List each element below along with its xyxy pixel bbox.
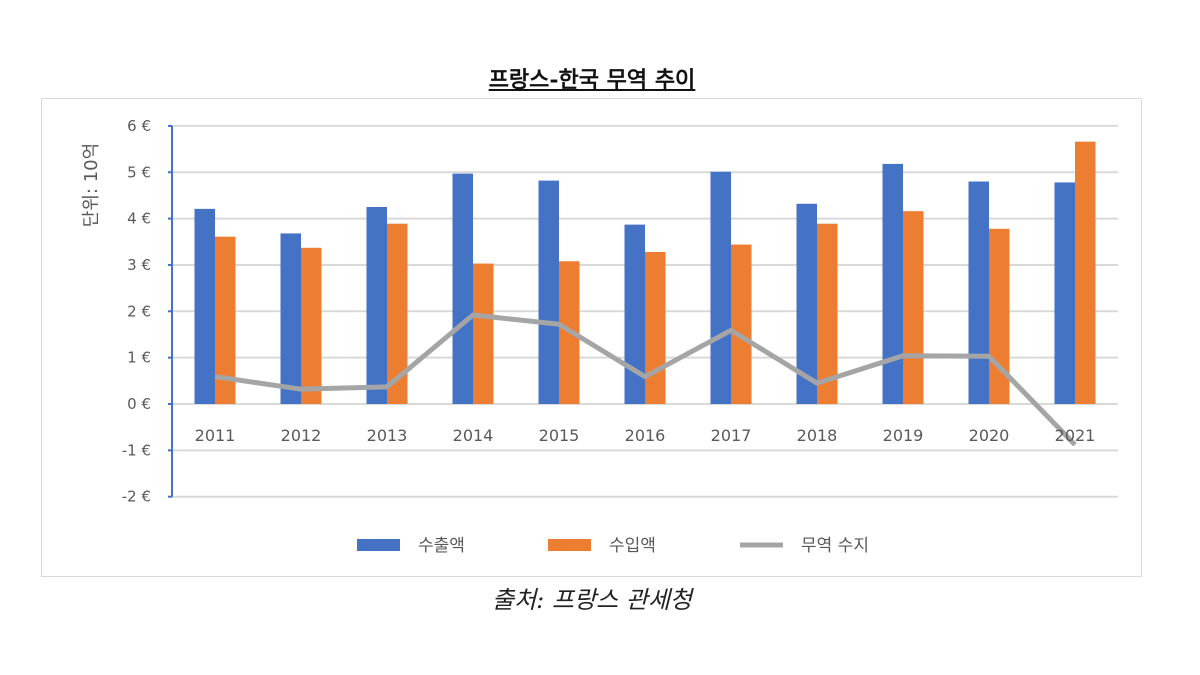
legend-label: 수출액 xyxy=(418,536,465,556)
y-tick-label: 5 € xyxy=(127,163,151,181)
x-tick-label: 2016 xyxy=(625,426,666,445)
bar-export xyxy=(366,207,387,404)
x-tick-label: 2018 xyxy=(797,426,838,445)
bar-import xyxy=(387,223,408,404)
bar-import xyxy=(473,263,494,404)
bar-import xyxy=(817,223,838,404)
source-caption: 출처: 프랑스 관세청 xyxy=(492,586,692,614)
bar-import xyxy=(731,244,752,404)
x-tick-label: 2020 xyxy=(969,426,1010,445)
bar-export xyxy=(796,203,817,404)
y-axis-label: 단위: 10억 xyxy=(81,143,102,227)
bar-export xyxy=(280,233,301,404)
bar-export xyxy=(882,163,903,404)
y-tick-label: 1 € xyxy=(127,349,151,367)
legend-label: 수입액 xyxy=(609,536,656,556)
x-tick-label: 2021 xyxy=(1055,426,1096,445)
x-tick-label: 2013 xyxy=(367,426,408,445)
bar-import xyxy=(645,251,666,404)
bar-export xyxy=(1054,182,1075,404)
x-tick-label: 2014 xyxy=(453,426,494,445)
x-tick-label: 2015 xyxy=(539,426,580,445)
y-tick-label: 6 € xyxy=(127,117,151,135)
bar-import xyxy=(215,236,236,404)
x-tick-label: 2012 xyxy=(281,426,322,445)
x-tick-label: 2017 xyxy=(711,426,752,445)
bar-export xyxy=(710,171,731,404)
bar-export xyxy=(968,181,989,404)
legend-label: 무역 수지 xyxy=(801,536,869,556)
bar-export xyxy=(452,173,473,404)
y-tick-label: 0 € xyxy=(127,395,151,413)
bar-import xyxy=(1075,141,1096,404)
y-tick-label: 4 € xyxy=(127,210,151,228)
x-tick-label: 2019 xyxy=(883,426,924,445)
y-tick-label: 2 € xyxy=(127,302,151,320)
legend-swatch xyxy=(357,539,400,551)
bar-export xyxy=(194,208,215,404)
bar-export xyxy=(538,180,559,404)
line-trade-balance xyxy=(214,312,1077,447)
bar-export xyxy=(624,224,645,404)
legend-swatch xyxy=(548,539,591,551)
chart-frame xyxy=(41,98,1142,577)
y-tick-label: -2 € xyxy=(122,488,151,506)
chart-title: 프랑스-한국 무역 추이 xyxy=(488,67,696,93)
y-tick-label: -1 € xyxy=(122,441,151,459)
x-tick-label: 2011 xyxy=(195,426,236,445)
y-tick-label: 3 € xyxy=(127,256,151,274)
bar-import xyxy=(301,247,322,404)
bar-import xyxy=(903,211,924,404)
